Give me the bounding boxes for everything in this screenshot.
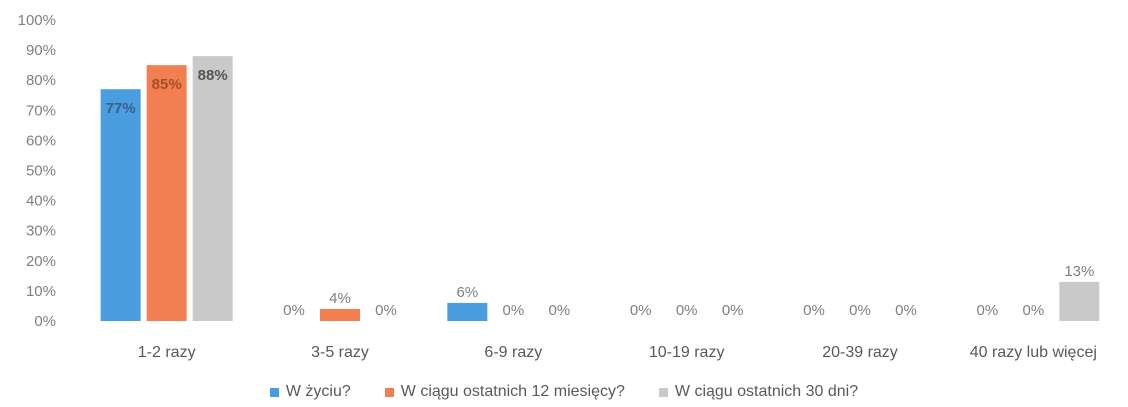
y-tick-label: 0%: [34, 313, 56, 330]
bar-1-cat-3: [447, 302, 488, 321]
data-label-1-cat-2: 0%: [283, 302, 305, 319]
legend-label-lifetime: W życiu?: [285, 383, 351, 400]
legend-label-30-days: W ciągu ostatnich 30 dni?: [674, 383, 859, 400]
bar-1-cat-1: [100, 89, 141, 321]
bar-2-cat-1: [146, 65, 187, 322]
bars: [100, 56, 1100, 322]
y-tick-label: 60%: [26, 132, 56, 149]
bar-2-cat-2: [320, 308, 360, 321]
data-label-3-cat-4: 0%: [722, 302, 744, 319]
category-label: 10-19 razy: [649, 344, 725, 361]
category-label: 1-2 razy: [138, 344, 196, 361]
data-label-2-cat-1: 85%: [152, 76, 182, 93]
bar-chart: 0% 10% 20% 30% 40% 50% 60% 70% 80% 90% 100% 77% 85%…: [18, 12, 1100, 361]
legend: W życiu? W ciągu ostatnich 12 miesięcy? …: [0, 383, 1128, 401]
x-axis-categories: 1-2 razy 3-5 razy 6-9 razy 10-19 razy 20-39 …: [138, 344, 1097, 361]
data-label-2-cat-6: 0%: [1022, 302, 1044, 319]
y-tick-label: 80%: [26, 72, 56, 89]
legend-item-12-months: W ciągu ostatnich 12 miesięcy?: [384, 383, 625, 401]
y-tick-label: 90%: [26, 42, 56, 59]
y-tick-label: 40%: [26, 193, 56, 210]
data-label-2-cat-4: 0%: [676, 302, 698, 319]
y-tick-label: 70%: [26, 102, 56, 119]
data-label-3-cat-2: 0%: [375, 302, 397, 319]
data-label-2-cat-5: 0%: [849, 302, 871, 319]
data-label-1-cat-3: 6%: [456, 284, 478, 301]
y-axis-ticks: 0% 10% 20% 30% 40% 50% 60% 70% 80% 90% 100%: [18, 12, 56, 330]
legend-swatch-lifetime: [269, 387, 279, 397]
data-labels: 77% 85% 88% 0% 4% 0% 6% 0% 0% 0% 0% 0% 0% 0% 0% 0% 0% 13%: [106, 67, 1095, 319]
data-label-2-cat-2: 4%: [329, 290, 351, 307]
y-tick-label: 10%: [26, 283, 56, 300]
y-tick-label: 100%: [18, 12, 56, 29]
legend-item-30-days: W ciągu ostatnich 30 dni?: [658, 383, 859, 401]
category-label: 20-39 razy: [822, 344, 898, 361]
legend-swatch-12-months: [384, 387, 394, 397]
data-label-1-cat-4: 0%: [630, 302, 652, 319]
data-label-3-cat-3: 0%: [548, 302, 570, 319]
y-tick-label: 30%: [26, 223, 56, 240]
data-label-3-cat-6: 13%: [1064, 263, 1094, 280]
legend-swatch-30-days: [658, 387, 668, 397]
data-label-1-cat-6: 0%: [976, 302, 998, 319]
category-label: 40 razy lub więcej: [970, 344, 1097, 361]
bar-3-cat-6: [1059, 281, 1100, 321]
data-label-1-cat-1: 77%: [106, 100, 136, 117]
legend-label-12-months: W ciągu ostatnich 12 miesięcy?: [400, 383, 625, 400]
category-label: 6-9 razy: [484, 344, 542, 361]
data-label-3-cat-1: 88%: [198, 67, 228, 84]
y-tick-label: 50%: [26, 163, 56, 180]
data-label-3-cat-5: 0%: [895, 302, 917, 319]
data-label-1-cat-5: 0%: [803, 302, 825, 319]
category-label: 3-5 razy: [311, 344, 369, 361]
bar-3-cat-1: [192, 56, 233, 322]
y-tick-label: 20%: [26, 253, 56, 270]
legend-item-lifetime: W życiu?: [269, 383, 351, 401]
data-label-2-cat-3: 0%: [502, 302, 524, 319]
